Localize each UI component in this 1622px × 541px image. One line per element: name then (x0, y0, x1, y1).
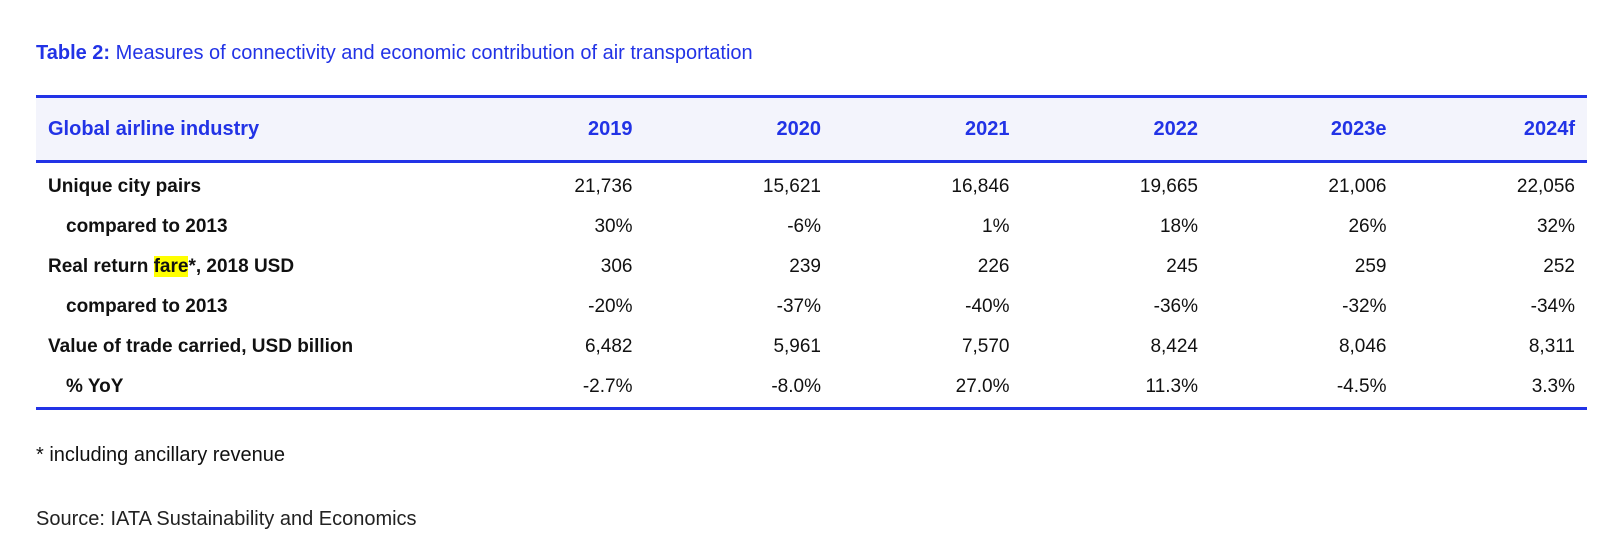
table-row: % YoY -2.7% -8.0% 27.0% 11.3% -4.5% 3.3% (36, 367, 1587, 409)
table-cell: -40% (965, 296, 1010, 317)
table-cell: 6,482 (584, 336, 633, 357)
table-cell: 18% (1159, 216, 1198, 237)
row-label-part: Real return (48, 256, 154, 277)
table-cell: -20% (588, 296, 633, 317)
table-cell: 252 (1543, 256, 1575, 277)
table-header-row: Global airline industry 2019 2020 2021 2… (36, 96, 1587, 162)
table-caption-label: Table 2: (36, 42, 111, 64)
table-cell: 259 (1354, 256, 1387, 277)
table-cell: 16,846 (951, 176, 1010, 197)
table-cell: 22,056 (1516, 176, 1575, 197)
row-label-value-of-trade: Value of trade carried, USD billion (48, 336, 354, 357)
table-cell: -32% (1342, 296, 1387, 317)
table-row: Value of trade carried, USD billion 6,48… (36, 327, 1587, 367)
table-cell: 11.3% (1145, 376, 1198, 397)
table-row: Real return fare*, 2018 USD 306 239 226 … (36, 247, 1587, 287)
table-cell: 27.0% (955, 376, 1010, 397)
table-cell: 19,665 (1139, 176, 1198, 197)
table-cell: -4.5% (1336, 376, 1387, 397)
row-label-part: *, 2018 USD (188, 256, 295, 277)
header-global-airline-industry: Global airline industry (48, 117, 260, 140)
table-cell: 1% (982, 216, 1010, 237)
table-cell: -8.0% (771, 376, 821, 397)
table-cell: 15,621 (762, 176, 821, 197)
row-label-unique-city-pairs: Unique city pairs (48, 176, 202, 197)
table-cell: 5,961 (773, 336, 821, 357)
table-cell: 21,736 (574, 176, 633, 197)
header-2019: 2019 (588, 117, 633, 140)
table-cell: -36% (1153, 296, 1198, 317)
table-cell: 8,311 (1528, 336, 1575, 357)
table-cell: 245 (1166, 256, 1198, 277)
source-note: Source: IATA Sustainability and Economic… (36, 508, 417, 530)
table-cell: 8,046 (1338, 336, 1387, 357)
table-row: compared to 2013 30% -6% 1% 18% 26% 32% (36, 207, 1587, 247)
table-cell: 7,570 (961, 336, 1010, 357)
table-caption: Table 2: Measures of connectivity and ec… (36, 42, 753, 65)
table-cell: 30% (594, 216, 633, 237)
table-cell: -2.7% (582, 376, 633, 397)
table-cell: 239 (789, 256, 821, 277)
table-cell: 32% (1536, 216, 1575, 237)
row-label-compared-to-2013: compared to 2013 (66, 296, 228, 317)
header-2023e: 2023e (1330, 117, 1387, 140)
header-2021: 2021 (965, 117, 1010, 140)
table-cell: 226 (977, 256, 1010, 277)
highlighted-word: fare (153, 256, 189, 277)
header-2024f: 2024f (1523, 117, 1575, 140)
table-cell: -6% (787, 216, 821, 237)
table-cell: 306 (600, 256, 633, 277)
table-cell: -34% (1530, 296, 1575, 317)
table-row: compared to 2013 -20% -37% -40% -36% -32… (36, 287, 1587, 327)
row-label-yoy: % YoY (66, 376, 124, 397)
table-caption-title: Measures of connectivity and economic co… (115, 42, 753, 64)
table-cell: 8,424 (1150, 336, 1198, 357)
header-2020: 2020 (776, 117, 822, 140)
data-table-container: Global airline industry 2019 2020 2021 2… (36, 95, 1587, 410)
table-cell: 3.3% (1531, 376, 1575, 397)
table-cell: 21,006 (1328, 176, 1387, 197)
data-table: Global airline industry 2019 2020 2021 2… (36, 95, 1587, 410)
row-label-compared-to-2013: compared to 2013 (66, 216, 228, 237)
footnote: * including ancillary revenue (36, 444, 286, 466)
table-cell: -37% (776, 296, 821, 317)
row-label-real-return-fare: Real return fare*, 2018 USD (36, 247, 456, 287)
header-2022: 2022 (1153, 117, 1199, 140)
table-row: Unique city pairs 21,736 15,621 16,846 1… (36, 162, 1587, 208)
table-cell: 26% (1348, 216, 1387, 237)
